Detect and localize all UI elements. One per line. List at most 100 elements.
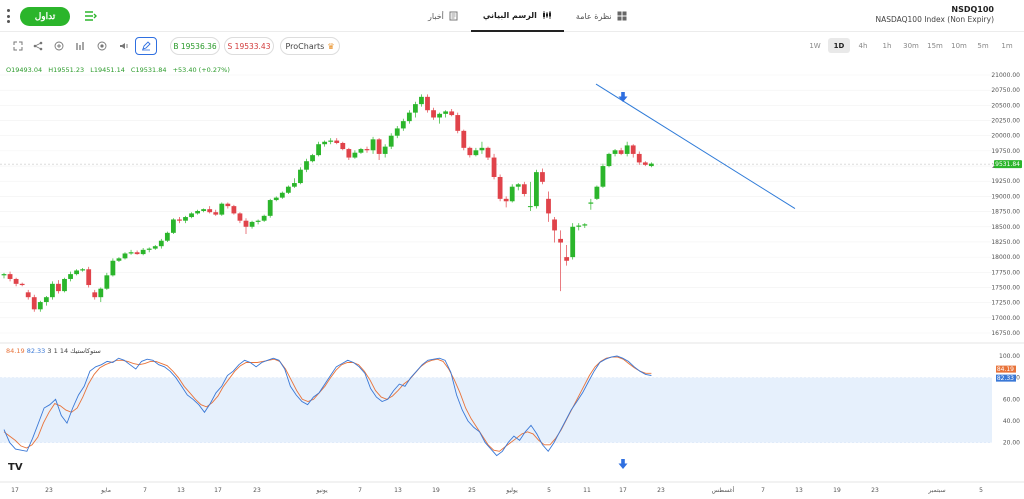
- drawing-tool-icon[interactable]: [135, 37, 157, 55]
- candle-down: [207, 209, 213, 213]
- tradingview-logo: TV: [8, 462, 23, 473]
- buy-price-button[interactable]: B 19536.36: [170, 37, 220, 55]
- timeframe-10m[interactable]: 10m: [951, 41, 967, 50]
- candle-up: [171, 219, 176, 233]
- candle-up: [128, 252, 134, 254]
- candle-up: [298, 169, 303, 184]
- main-tabs: أخبار الرسم البياني نظرة عامة: [416, 0, 639, 32]
- price-axis-label: 21000.00: [991, 72, 1020, 79]
- alert-icon[interactable]: [116, 38, 132, 54]
- trade-button[interactable]: تداول: [20, 7, 70, 26]
- price-axis-label: 20250.00: [991, 118, 1020, 125]
- symbol-description: NASDAQ100 Index (Non Expiry): [875, 15, 994, 24]
- candle-down: [425, 96, 430, 111]
- date-axis-label: 13: [795, 487, 803, 494]
- candle-down: [13, 278, 19, 284]
- timeframe-4h[interactable]: 4h: [858, 41, 868, 50]
- candle-down: [461, 130, 467, 148]
- fullscreen-icon[interactable]: [10, 38, 26, 54]
- price-axis-label: 20000.00: [991, 133, 1020, 140]
- tab-overview-label: نظرة عامة: [575, 11, 612, 21]
- candle-down: [213, 212, 219, 215]
- add-indicator-icon[interactable]: [51, 38, 67, 54]
- candle-up: [419, 96, 424, 105]
- procharts-label: ProCharts: [285, 41, 325, 51]
- candle-down: [177, 219, 182, 221]
- candle-down: [134, 252, 140, 255]
- trendline[interactable]: [595, 83, 796, 209]
- chart-type-icon[interactable]: [72, 38, 88, 54]
- date-axis-label: 7: [143, 487, 147, 494]
- price-axis-label: 18750.00: [991, 209, 1020, 216]
- candle-up: [273, 197, 279, 201]
- watchlist-menu-icon[interactable]: [84, 9, 98, 23]
- date-axis-label: 23: [45, 487, 53, 494]
- compare-icon[interactable]: [94, 38, 110, 54]
- candle-down: [237, 213, 243, 221]
- candle-down: [86, 269, 92, 286]
- timeframe-15m[interactable]: 15m: [927, 41, 943, 50]
- more-menu-icon[interactable]: [5, 9, 11, 23]
- timeframe-5m[interactable]: 5m: [977, 41, 989, 50]
- timeframe-1h[interactable]: 1h: [882, 41, 892, 50]
- candle-up: [394, 128, 400, 136]
- candle-down: [340, 142, 346, 150]
- candle-down: [431, 110, 436, 118]
- tab-chart[interactable]: الرسم البياني: [470, 0, 564, 32]
- candle-down: [503, 198, 509, 202]
- candle-up: [122, 253, 128, 259]
- down-arrow-marker[interactable]: [618, 92, 628, 102]
- stoch-d-value: 84.19: [6, 347, 25, 355]
- candle-up: [110, 260, 116, 276]
- candle-down: [552, 219, 557, 231]
- tab-overview[interactable]: نظرة عامة: [564, 0, 639, 32]
- candle-up: [201, 209, 207, 211]
- stoch-k-tag-label: 82.33: [997, 375, 1014, 382]
- candle-down: [564, 257, 570, 261]
- candle-down: [521, 184, 527, 194]
- tab-news-label: أخبار: [428, 11, 444, 21]
- candle-up: [509, 186, 515, 202]
- price-axis-label: 19250.00: [991, 178, 1020, 185]
- timeframe-1w[interactable]: 1W: [809, 41, 821, 50]
- share-icon[interactable]: [30, 38, 46, 54]
- date-axis-label: 25: [468, 487, 476, 494]
- price-axis-label: 19750.00: [991, 148, 1020, 155]
- candle-down: [25, 292, 31, 298]
- timeframe-30m[interactable]: 30m: [903, 41, 919, 50]
- candle-up: [624, 145, 630, 154]
- candle-up: [388, 135, 394, 147]
- candle-up: [189, 213, 194, 218]
- date-axis-label: يوليو: [505, 487, 518, 494]
- stoch-axis-label: 20.00: [1003, 440, 1020, 447]
- grid-icon: [617, 11, 627, 21]
- timeframe-1m[interactable]: 1m: [1001, 41, 1013, 50]
- symbol-name: NSDQ100: [951, 5, 994, 14]
- price-axis-label: 17500.00: [991, 284, 1020, 291]
- procharts-button[interactable]: ProCharts ♛: [280, 37, 340, 55]
- date-axis-label: 19: [432, 487, 440, 494]
- timeframe-1d[interactable]: 1D: [828, 38, 850, 53]
- ohlc-low: L19451.14: [90, 66, 125, 74]
- candle-up: [648, 163, 654, 167]
- candle-up: [164, 232, 170, 241]
- tab-news[interactable]: أخبار: [416, 0, 471, 32]
- date-axis-label: 17: [619, 487, 627, 494]
- price-axis-label: 18500.00: [991, 224, 1020, 231]
- date-axis-label: 23: [871, 487, 879, 494]
- stoch-axis-label: 40.00: [1003, 418, 1020, 425]
- sell-price-button[interactable]: S 19533.43: [224, 37, 274, 55]
- candle-up: [249, 221, 255, 227]
- price-axis-label: 19000.00: [991, 193, 1020, 200]
- stoch-legend: ستوكاستيك 14 1 3 82.33 84.19: [6, 347, 101, 355]
- candle-up: [400, 121, 406, 129]
- candle-up: [152, 246, 158, 249]
- stoch-down-arrow-marker[interactable]: [618, 459, 628, 469]
- timeframe-selector: 1W 1D 4h 1h 30m 15m 10m 5m 1m: [802, 38, 1018, 53]
- candle-up: [140, 249, 146, 255]
- ohlc-change: +53.40 (+0.27%): [172, 66, 230, 74]
- candle-up: [352, 152, 358, 158]
- candle-up: [37, 302, 43, 310]
- price-axis-label: 16750.00: [991, 330, 1020, 337]
